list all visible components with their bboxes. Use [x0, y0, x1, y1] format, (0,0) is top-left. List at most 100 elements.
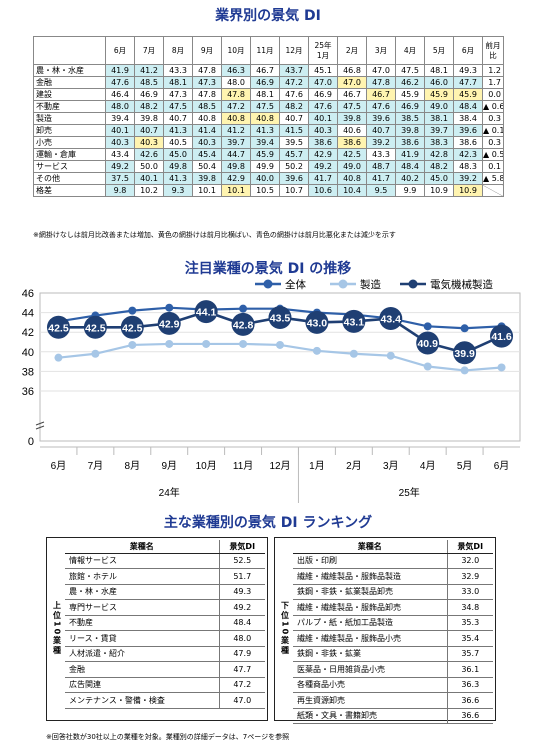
data-point: [120, 315, 144, 339]
data-point: [416, 331, 440, 355]
di-value: 10.1: [192, 184, 222, 197]
ranking-di: 52.5: [218, 553, 265, 569]
di-value: 39.8: [134, 112, 164, 125]
ranking-industry: リース・賃貸: [65, 630, 219, 647]
ranking-di: 49.3: [218, 584, 265, 600]
di-value: 47.3: [192, 76, 222, 89]
industry-name: 運輸・倉庫: [33, 148, 106, 161]
di-value: 39.5: [279, 136, 309, 149]
data-point: [239, 339, 248, 348]
data-point: [268, 306, 292, 329]
data-label: 42.5: [85, 322, 106, 334]
di-value: 37.5: [105, 172, 135, 185]
di-value: 48.2: [424, 160, 454, 173]
di-value: 47.3: [163, 88, 193, 101]
industry-name: 小売: [33, 136, 106, 149]
table-row: 農・林・水産 41.9 41.2 43.3 47.8 46.3 46.7 43.7 45.1 46…: [33, 64, 504, 77]
di-value: 40.3: [134, 136, 164, 149]
data-point: [165, 303, 174, 312]
di-value: 38.1: [424, 112, 454, 125]
di-value: 46.9: [250, 76, 280, 89]
di-value: 40.3: [192, 136, 222, 149]
change-value: ▲ 0.6: [482, 100, 504, 113]
data-point: [165, 339, 174, 348]
ranking-row: 農・林・水産 49.3: [65, 584, 265, 600]
di-value: 41.9: [105, 64, 135, 77]
data-point: [349, 349, 358, 358]
table-row: 格差 9.8 10.2 9.3 10.1 10.1 10.5 10.7 10.6 10.4 9.5 9…: [33, 184, 504, 197]
di-value: 48.2: [134, 100, 164, 113]
x-tick-label: 12月: [269, 460, 290, 472]
table-note: ※網掛けなしは前月比改善または増加、黄色の網掛けは前月比横ばい、青色の網掛けは前…: [33, 231, 396, 239]
di-value: 42.5: [337, 148, 367, 161]
di-value: 39.8: [192, 172, 222, 185]
di-value: 46.4: [105, 88, 135, 101]
chart-title: 注目業種の景気 DI の推移: [184, 261, 352, 277]
di-value: 39.4: [105, 112, 135, 125]
ranking-row: 医薬品・日用雑貨品小売 36.1: [293, 661, 493, 678]
col-header-name: 業種名: [65, 540, 219, 554]
x-tick-label: 8月: [125, 460, 141, 472]
di-value: 39.7: [424, 124, 454, 137]
change-value: 0.1: [482, 160, 504, 173]
col-header-di: 景気DI: [218, 540, 265, 554]
di-value: 48.1: [250, 88, 280, 101]
table-row: 金融 47.6 48.5 48.1 47.3 48.0 46.9 47.2 47.0 47.0 47…: [33, 76, 504, 89]
di-value: 40.1: [134, 172, 164, 185]
data-point: [54, 353, 63, 362]
ranking-industry: 医薬品・日用雑貨品小売: [293, 661, 447, 678]
di-line-chart: 0 36 38 40 42 44 46 6月 7月 8月 9月 10月 11月 12月 1月 2月 3月 4月 5月…: [22, 278, 521, 503]
di-value: 46.7: [250, 64, 280, 77]
di-value: 39.8: [337, 112, 367, 125]
ranking-industry: メンテナンス・警備・検査: [65, 692, 219, 709]
table-row: 運輸・倉庫 43.4 42.6 45.0 45.4 44.7 45.9 45.7 42.9 42.…: [33, 148, 504, 161]
header-11: 5月: [424, 36, 454, 65]
di-value: 40.1: [105, 124, 135, 137]
di-value: 47.5: [337, 100, 367, 113]
data-point: [386, 351, 395, 360]
di-value: 48.1: [163, 76, 193, 89]
di-value: 48.7: [366, 160, 396, 173]
di-value: 45.4: [192, 148, 222, 161]
di-value: 40.2: [395, 172, 425, 185]
ranking-top10-table: 業種名 景気DI 情報サービス 52.5 旅館・ホテル 51.7 農・林・水産 49.3 専門…: [65, 540, 265, 709]
di-value: 47.6: [308, 100, 338, 113]
industry-name: 農・林・水産: [33, 64, 106, 77]
x-tick-label: 6月: [51, 460, 67, 472]
table-title: 業界別の景気 DI: [215, 8, 321, 24]
ranking-industry: 繊維・繊維製品・服飾品小売: [293, 630, 447, 647]
di-value: 40.3: [105, 136, 135, 149]
data-point: [342, 309, 366, 333]
ranking-di: 36.3: [446, 677, 493, 693]
y-tick-label: 42: [22, 327, 34, 339]
ranking-row: 人材派遣・紹介 47.9: [65, 646, 265, 662]
ranking-di: 47.2: [218, 677, 265, 693]
di-value: 41.3: [250, 124, 280, 137]
di-value: 38.6: [337, 136, 367, 149]
x-tick-label: 10月: [196, 460, 217, 472]
di-value: 46.7: [337, 88, 367, 101]
ranking-industry: 情報サービス: [65, 553, 219, 569]
data-label: 39.9: [454, 348, 475, 360]
di-value: 10.4: [337, 184, 367, 197]
ranking-industry: 農・林・水産: [65, 584, 219, 600]
data-point: [46, 315, 70, 339]
di-value: 9.5: [366, 184, 396, 197]
table-row: 小売 40.3 40.3 40.5 40.3 39.7 39.4 39.5 38.6 38.6 39…: [33, 136, 504, 149]
di-value: 49.8: [221, 160, 251, 173]
ranking-di: 35.3: [446, 615, 493, 631]
di-value: 40.8: [337, 172, 367, 185]
di-value: 47.2: [221, 100, 251, 113]
table-row: その他 37.5 40.1 41.3 39.8 42.9 40.0 39.6 41.7 40.8 4…: [33, 172, 504, 185]
di-value: 40.7: [134, 124, 164, 137]
di-value: 48.4: [453, 100, 483, 113]
ranking-bottom10-table: 業種名 景気DI 出版・印刷 32.0 繊維・繊維製品・服飾品製造 32.9 鉄鋼・非鉄・…: [293, 540, 493, 724]
year-label: 24年: [159, 486, 180, 499]
ranking-row: 広告関連 47.2: [65, 677, 265, 693]
ranking-bottom10-box: 下位10業種 業種名 景気DI 出版・印刷 32.0 繊維・繊維製品・服飾品製造 32.…: [274, 537, 496, 724]
header-1: 7月: [134, 36, 164, 65]
di-value: 43.4: [105, 148, 135, 161]
y-tick-label: 0: [28, 436, 34, 448]
di-value: 40.8: [250, 112, 280, 125]
ranking-industry: 出版・印刷: [293, 553, 447, 569]
